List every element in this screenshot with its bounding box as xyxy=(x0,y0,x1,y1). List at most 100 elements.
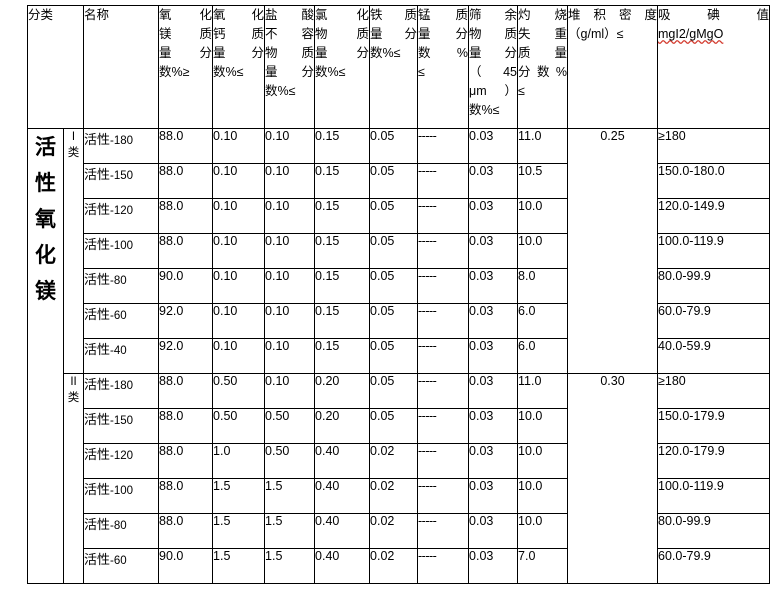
cell-product-name: 活性-100 xyxy=(83,233,160,269)
category-label-char: 氧 xyxy=(35,207,56,231)
cell-chloride: 0.15 xyxy=(314,198,371,234)
cell-chloride: 0.15 xyxy=(314,163,371,199)
cell-manganese: ----- xyxy=(417,373,470,409)
cell-mgo: 88.0 xyxy=(158,443,214,479)
cell-loss-on-ignition: 10.0 xyxy=(517,443,569,479)
cell-mgo: 88.0 xyxy=(158,233,214,269)
cell-hcl-insoluble: 1.5 xyxy=(264,548,316,584)
cell-iron: 0.02 xyxy=(369,548,419,584)
cell-iodine-value: ≥180 xyxy=(657,373,771,409)
product-name-prefix: 活性 xyxy=(84,377,111,392)
cell-loss-on-ignition: 6.0 xyxy=(517,338,569,374)
cell-iodine-value: 150.0-179.9 xyxy=(657,408,771,444)
table-row: II 类活性-180 88.0 0.50 0.10 0.20 0.05 ----- 0.03 11… xyxy=(28,373,771,584)
category-label-cell: 活性氧化镁 xyxy=(27,128,64,584)
header-cell-hcl-insoluble: 盐酸 不容 物质 量分 数%≤ xyxy=(264,5,316,129)
cell-iodine-value: 60.0-79.9 xyxy=(657,303,771,339)
product-name-prefix: 活性 xyxy=(84,132,111,147)
cell-iron: 0.05 xyxy=(369,163,419,199)
cell-chloride: 0.20 xyxy=(314,408,371,444)
header-cell-iodine-value: 吸 碘 值 mgI2/gMgO xyxy=(657,5,771,129)
cell-product-name: 活性-80 xyxy=(83,513,160,549)
cell-loss-on-ignition: 11.0 xyxy=(517,128,569,164)
cell-iodine-value: 120.0-179.9 xyxy=(657,443,771,479)
cell-cao: 0.10 xyxy=(212,338,266,374)
header-cell-manganese: 锰质 量分 数 % ≤ xyxy=(417,5,470,129)
class-label-line: I xyxy=(71,131,76,143)
cell-loss-on-ignition: 11.0 xyxy=(517,373,569,409)
cell-iron: 0.02 xyxy=(369,443,419,479)
table-row: 活性氧化镁 I 类活性-180 88.0 0.10 0.10 0.15 0.05 ----- 0.… xyxy=(27,128,771,584)
cell-cao: 1.5 xyxy=(212,478,266,514)
cell-product-name: 活性-120 xyxy=(83,443,160,479)
cell-mgo: 90.0 xyxy=(158,268,214,304)
cell-manganese: ----- xyxy=(417,303,470,339)
cell-iron: 0.05 xyxy=(369,303,419,339)
cell-sieve-residue: 0.03 xyxy=(468,303,519,339)
category-label-char: 化 xyxy=(35,243,56,267)
cell-mgo: 90.0 xyxy=(158,548,214,584)
product-name-prefix: 活性 xyxy=(84,342,111,357)
cell-iodine-value: 150.0-180.0 xyxy=(657,163,771,199)
cell-product-name: 活性-80 xyxy=(83,268,160,304)
cell-mgo: 92.0 xyxy=(158,303,214,339)
cell-iron: 0.02 xyxy=(369,513,419,549)
cell-loss-on-ignition: 6.0 xyxy=(517,303,569,339)
product-name-grade: -40 xyxy=(110,345,127,357)
product-name-prefix: 活性 xyxy=(84,272,111,287)
cell-sieve-residue: 0.03 xyxy=(468,163,519,199)
header-cell-chloride: 氯化 物质 量分 数%≤ xyxy=(314,5,371,129)
product-name-grade: -180 xyxy=(110,380,134,392)
cell-cao: 1.5 xyxy=(212,548,266,584)
cell-iron: 0.05 xyxy=(369,408,419,444)
header-cell-category: 分类 xyxy=(26,5,85,129)
cell-cao: 0.50 xyxy=(212,408,266,444)
cell-cao: 0.10 xyxy=(212,233,266,269)
cell-iron: 0.02 xyxy=(369,478,419,514)
cell-mgo: 92.0 xyxy=(158,338,214,374)
cell-loss-on-ignition: 10.0 xyxy=(517,408,569,444)
cell-iodine-value: 80.0-99.9 xyxy=(657,513,771,549)
table-body: 活性氧化镁 I 类活性-180 88.0 0.10 0.10 0.15 0.05 ----- 0.… xyxy=(27,128,771,584)
cell-mgo: 88.0 xyxy=(158,163,214,199)
cell-iodine-value: 40.0-59.9 xyxy=(657,338,771,374)
cell-loss-on-ignition: 10.0 xyxy=(517,233,569,269)
cell-hcl-insoluble: 0.10 xyxy=(264,268,316,304)
class-label-line: 类 xyxy=(67,392,80,404)
cell-chloride: 0.15 xyxy=(314,128,371,164)
product-name-prefix: 活性 xyxy=(84,307,111,322)
cell-hcl-insoluble: 0.10 xyxy=(264,163,316,199)
cell-cao: 0.10 xyxy=(212,163,266,199)
cell-iron: 0.05 xyxy=(369,373,419,409)
cell-manganese: ----- xyxy=(417,513,470,549)
product-name-prefix: 活性 xyxy=(84,412,111,427)
product-name-prefix: 活性 xyxy=(84,482,111,497)
cell-bulk-density-2: 0.30 xyxy=(567,373,659,584)
specification-table: 分类 名称 氧化 镁质 量分 数%≥ 氧化 钙质 量分 数%≤ 盐酸 不容 物质 xyxy=(26,5,771,584)
table-row: 活性-150 88.0 0.50 0.50 0.20 0.05 ----- 0.03 10.0 1… xyxy=(28,408,771,444)
cell-iodine-value: ≥180 xyxy=(657,128,771,164)
header-row: 分类 名称 氧化 镁质 量分 数%≥ 氧化 钙质 量分 数%≤ 盐酸 不容 物质 xyxy=(26,5,771,129)
header-cell-bulk-density: 堆积密度 （g/ml）≤ xyxy=(567,5,659,129)
cell-product-name: 活性-180 xyxy=(83,373,160,409)
cell-hcl-insoluble: 1.5 xyxy=(264,513,316,549)
cell-cao: 0.10 xyxy=(212,128,266,164)
cell-loss-on-ignition: 8.0 xyxy=(517,268,569,304)
cell-bulk-density-1: 0.25 xyxy=(567,128,659,374)
product-name-grade: -150 xyxy=(110,170,134,182)
cell-iron: 0.05 xyxy=(369,198,419,234)
cell-hcl-insoluble: 0.10 xyxy=(264,338,316,374)
table-row: 活性-60 92.0 0.10 0.10 0.15 0.05 ----- 0.03 6.0 60.… xyxy=(28,303,771,339)
cell-cao: 0.10 xyxy=(212,268,266,304)
product-name-prefix: 活性 xyxy=(84,517,111,532)
cell-hcl-insoluble: 0.50 xyxy=(264,443,316,479)
cell-manganese: ----- xyxy=(417,163,470,199)
product-name-grade: -80 xyxy=(110,520,127,532)
cell-chloride: 0.40 xyxy=(314,548,371,584)
cell-chloride: 0.40 xyxy=(314,443,371,479)
cell-manganese: ----- xyxy=(417,408,470,444)
cell-sieve-residue: 0.03 xyxy=(468,443,519,479)
cell-hcl-insoluble: 0.10 xyxy=(264,198,316,234)
class-label-cell-2: II 类 xyxy=(62,373,85,584)
cell-manganese: ----- xyxy=(417,338,470,374)
